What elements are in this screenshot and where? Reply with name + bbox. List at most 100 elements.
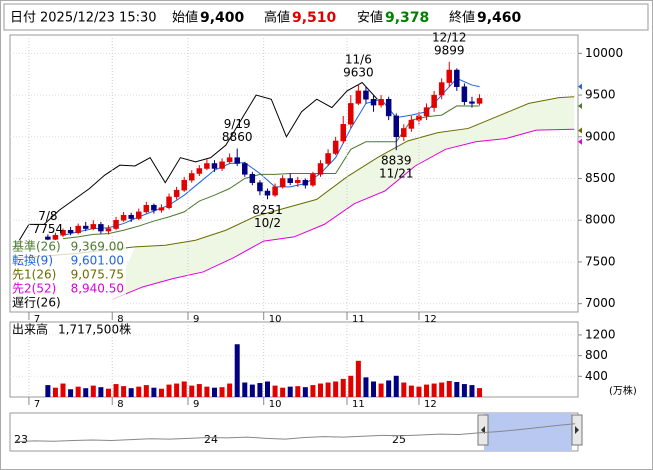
low-label: 安値 xyxy=(357,10,383,26)
y-tick-label: 800 xyxy=(585,348,608,362)
candle-body xyxy=(423,107,430,117)
annotation-value: 7754 xyxy=(33,222,64,236)
navigator-label: 25 xyxy=(392,433,406,446)
volume-bar xyxy=(219,387,225,397)
cloud xyxy=(112,96,575,300)
candle-body xyxy=(393,115,399,138)
y-tick-label: 1200 xyxy=(585,327,616,341)
candle-body xyxy=(355,90,362,104)
candle-body xyxy=(98,224,104,232)
annotation-date: 11/21 xyxy=(379,167,414,181)
candle-body xyxy=(279,178,286,188)
volume-bar xyxy=(68,389,74,397)
candle-body xyxy=(348,103,354,125)
candle-body xyxy=(476,98,483,104)
candle-body xyxy=(82,225,89,229)
volume-bar xyxy=(105,388,111,397)
candle-body xyxy=(204,163,210,169)
x-tick-label: 8 xyxy=(117,314,123,325)
candle-body xyxy=(469,101,475,104)
x-tick-label: 7 xyxy=(34,399,40,410)
candle-body xyxy=(166,196,172,208)
candle-body xyxy=(113,219,119,229)
volume-bar xyxy=(75,386,81,397)
volume-bar xyxy=(121,386,127,397)
close-label: 終値 xyxy=(449,10,475,26)
candle-body xyxy=(211,163,218,169)
y-tick-label: 400 xyxy=(585,369,608,383)
candle-body xyxy=(370,98,377,106)
volume-last: 1,717,500株 xyxy=(58,322,131,337)
navigator-label: 24 xyxy=(204,433,218,446)
volume-bar xyxy=(310,385,316,397)
annotation-date: 10/2 xyxy=(254,216,281,230)
candle-body xyxy=(272,186,278,196)
annotation-date: 7/8 xyxy=(38,209,57,223)
candle-body xyxy=(257,182,263,192)
y-tick-label: 9500 xyxy=(585,88,616,102)
volume-bar xyxy=(416,386,422,397)
legend-value-marker xyxy=(578,138,582,145)
candle-body xyxy=(196,168,203,174)
volume-bar xyxy=(340,378,346,397)
x-tick-label: 7 xyxy=(34,314,40,325)
volume-bar xyxy=(325,382,331,397)
candle-body xyxy=(295,179,301,183)
volume-bar xyxy=(83,388,89,397)
y-tick-label: 7000 xyxy=(585,296,616,310)
candle-body xyxy=(158,207,165,211)
candle-body xyxy=(234,157,240,164)
candle-body xyxy=(340,124,346,142)
volume-bar xyxy=(196,384,202,397)
volume-bar xyxy=(90,385,96,397)
candle-body xyxy=(128,214,134,219)
candle-body xyxy=(173,189,180,198)
volume-bar xyxy=(264,381,270,397)
volume-bar xyxy=(166,384,172,397)
volume-bar xyxy=(333,381,339,397)
legend-name: 先2(52) xyxy=(12,282,56,296)
high-label: 高値 xyxy=(264,10,290,26)
candle-body xyxy=(60,229,66,236)
annotation-value: 8860 xyxy=(222,130,253,144)
volume-bar xyxy=(52,387,58,397)
legend-value-marker xyxy=(578,103,582,110)
candle-body xyxy=(189,173,195,181)
volume-bar xyxy=(204,386,210,397)
header-box xyxy=(3,3,649,31)
volume-bar xyxy=(60,383,66,397)
legend-value: 9,601.00 xyxy=(71,254,124,268)
y-tick-label: 8500 xyxy=(585,171,616,185)
volume-bar xyxy=(128,388,134,397)
volume-bar xyxy=(136,386,142,397)
navigator-line xyxy=(14,423,576,443)
volume-bar xyxy=(477,388,483,397)
volume-bar xyxy=(249,384,255,397)
volume-bar xyxy=(211,387,217,397)
annotation-value: 8251 xyxy=(252,203,283,217)
candle-body xyxy=(310,174,316,186)
volume-bar xyxy=(371,381,377,397)
legend-name: 遅行(26) xyxy=(12,296,61,310)
annotation-date: 12/12 xyxy=(432,30,467,44)
volume-bar xyxy=(242,382,248,397)
volume-bar xyxy=(302,387,308,397)
x-tick-label: 10 xyxy=(269,399,282,410)
volume-bar xyxy=(181,381,187,397)
legend-value: 9,369.00 xyxy=(71,240,124,254)
legend-name: 転換(9) xyxy=(12,254,53,268)
candle-body xyxy=(378,98,384,106)
x-tick-label: 10 xyxy=(269,314,282,325)
candle-body xyxy=(120,214,127,221)
candle-body xyxy=(302,179,309,186)
volume-bar xyxy=(318,383,324,397)
volume-bar xyxy=(461,384,467,397)
candle-body xyxy=(408,119,415,129)
volume-bar xyxy=(348,375,354,397)
volume-bar xyxy=(408,385,414,397)
x-tick-label: 12 xyxy=(424,399,437,410)
candle-body xyxy=(446,69,453,83)
volume-bar xyxy=(363,377,369,397)
x-tick-label: 9 xyxy=(193,314,199,325)
